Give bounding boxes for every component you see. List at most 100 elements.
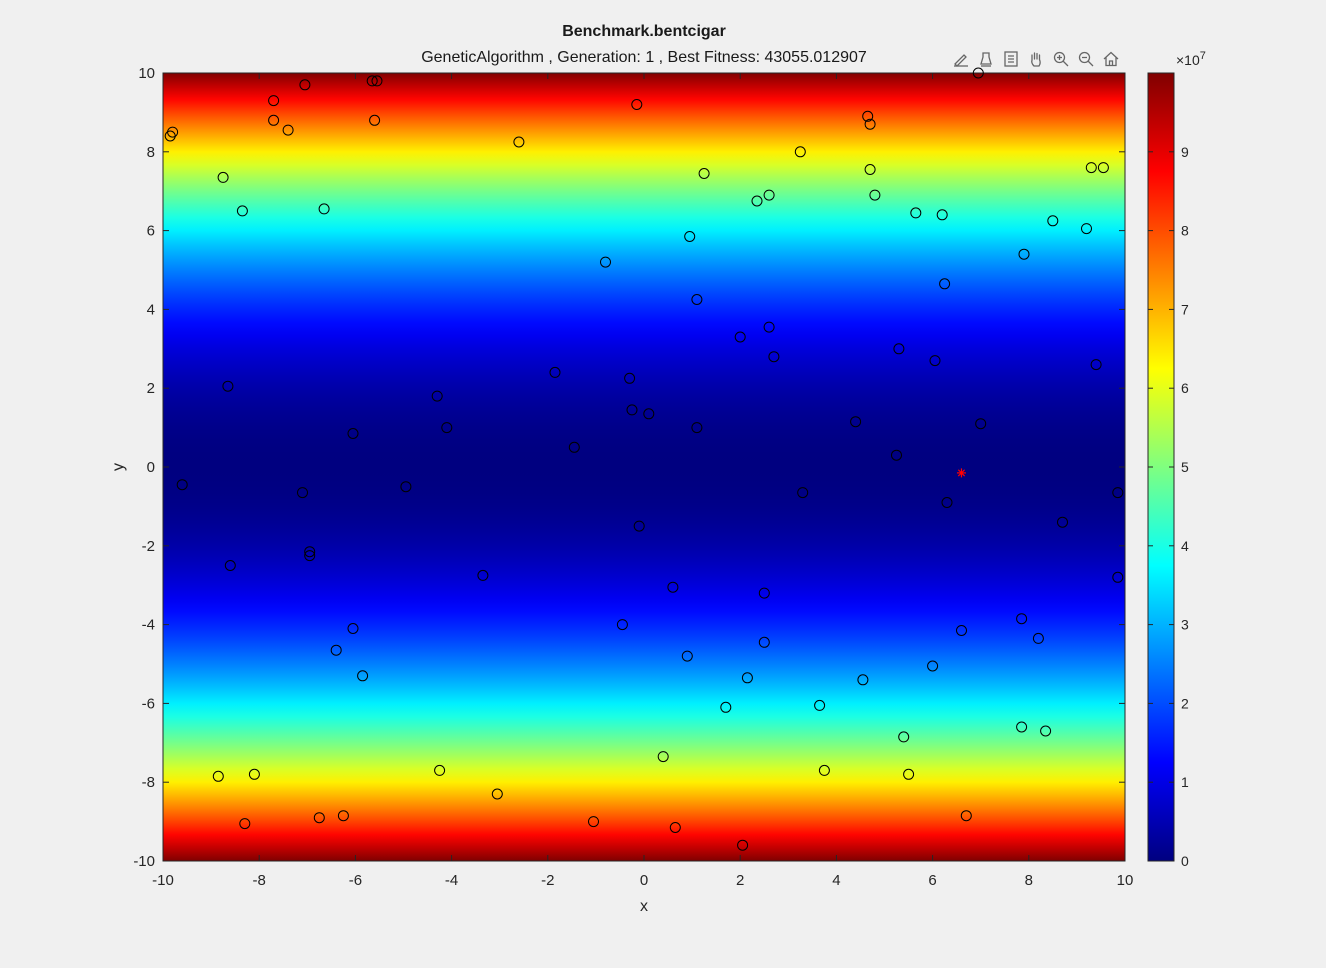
population-point: [434, 764, 446, 776]
x-tick-label: -8: [253, 872, 266, 889]
population-point: [600, 256, 611, 268]
population-point: [734, 331, 746, 343]
population-point: [236, 205, 248, 217]
y-tick-label: -10: [133, 853, 155, 870]
heatmap-field: [163, 73, 1125, 861]
population-point: [568, 441, 580, 453]
population-point: [167, 126, 179, 138]
population-point: [936, 209, 948, 221]
pan-button[interactable]: [1025, 48, 1047, 70]
population-point: [927, 660, 939, 672]
zoom-in-icon: [1053, 51, 1069, 67]
population-point: [347, 428, 359, 439]
population-point: [282, 124, 294, 136]
colorbar-tick-label: 6: [1181, 380, 1189, 396]
population-point: [366, 75, 378, 87]
population-point: [248, 768, 260, 780]
population-point: [330, 644, 342, 656]
population-point: [1047, 215, 1059, 227]
population-point: [857, 674, 869, 686]
population-point: [720, 701, 732, 713]
zoom-out-button[interactable]: [1075, 48, 1097, 70]
colorbar-tick-label: 9: [1181, 144, 1189, 160]
export-button[interactable]: [1000, 48, 1022, 70]
population-point: [1112, 571, 1124, 583]
population-point: [337, 810, 349, 822]
population-point: [862, 110, 874, 122]
population-point: [751, 195, 763, 207]
population-point: [304, 546, 316, 558]
chart-subtitle: GeneticAlgorithm , Generation: 1 , Best …: [421, 49, 867, 66]
brush-button[interactable]: [950, 48, 972, 70]
population-point: [1016, 721, 1028, 733]
population-point: [972, 67, 984, 79]
population-point: [616, 619, 628, 631]
pan-icon: [1031, 52, 1041, 67]
zoom-out-icon: [1078, 51, 1094, 67]
population-point: [763, 321, 775, 333]
population-point: [431, 390, 443, 402]
best-point: [956, 468, 966, 478]
x-tick-label: -2: [541, 872, 554, 889]
y-tick-label: -4: [142, 617, 155, 634]
population-point: [818, 764, 830, 776]
population-point: [850, 416, 862, 428]
export-icon: [1004, 51, 1018, 67]
zoom-in-button[interactable]: [1050, 48, 1072, 70]
population-point: [176, 479, 188, 491]
y-tick-label: -2: [142, 538, 155, 555]
population-point: [681, 650, 693, 662]
chart-title: Benchmark.bentcigar: [562, 23, 726, 40]
colorbar-tick-label: 3: [1181, 617, 1189, 633]
population-point: [347, 623, 359, 634]
data-tips-button[interactable]: [975, 48, 997, 70]
axes: -10 -8 -6 -4 -2 0 2 4 6 8 10 -10 -8 -6 -4 -2 0 2 4 6 8 10 x y: [110, 65, 1133, 915]
population-point: [1085, 162, 1097, 174]
population-point: [1018, 248, 1030, 260]
population-point: [1090, 359, 1102, 371]
y-tick-label: 0: [147, 459, 155, 476]
y-tick-label: 10: [138, 65, 155, 82]
population-point: [441, 422, 453, 434]
population-point: [400, 481, 412, 493]
axes-toolbar: [950, 48, 1122, 70]
population-point: [698, 168, 710, 179]
brush-icon: [954, 54, 968, 67]
population-point: [768, 351, 780, 363]
population-point: [357, 670, 369, 682]
home-button[interactable]: [1100, 48, 1122, 70]
population-point: [1016, 613, 1028, 625]
population-point: [891, 449, 902, 461]
colorbar[interactable]: 0 1 2 3 4 5 6 7 8 9 ×107: [1147, 50, 1206, 869]
population-point: [477, 569, 489, 581]
colorbar-tick-label: 0: [1181, 853, 1189, 869]
population-point: [797, 487, 809, 499]
y-tick-label: 6: [147, 223, 155, 240]
population-point: [643, 408, 655, 420]
x-tick-label: 10: [1117, 872, 1134, 889]
population-point: [941, 497, 953, 508]
population-point: [910, 207, 922, 219]
population-point: [588, 816, 599, 828]
population-point: [268, 95, 280, 107]
population-point: [222, 380, 234, 392]
population-point: [1040, 725, 1052, 737]
population-point: [369, 114, 381, 126]
population-point: [737, 839, 749, 851]
population-point: [626, 404, 638, 416]
population-point: [794, 146, 806, 158]
population-point: [313, 812, 325, 824]
population-point: [929, 355, 941, 367]
x-tick-label: 4: [832, 872, 840, 889]
y-tick-label: 2: [147, 380, 155, 397]
population-point: [691, 294, 703, 305]
population-point: [939, 278, 951, 290]
population-point: [869, 189, 881, 201]
population-point: [1081, 223, 1092, 235]
population-point: [549, 366, 561, 378]
population-point: [513, 136, 525, 148]
population-point: [268, 114, 280, 126]
colorbar-tick-label: 4: [1181, 538, 1189, 554]
y-tick-label: 8: [147, 144, 155, 161]
